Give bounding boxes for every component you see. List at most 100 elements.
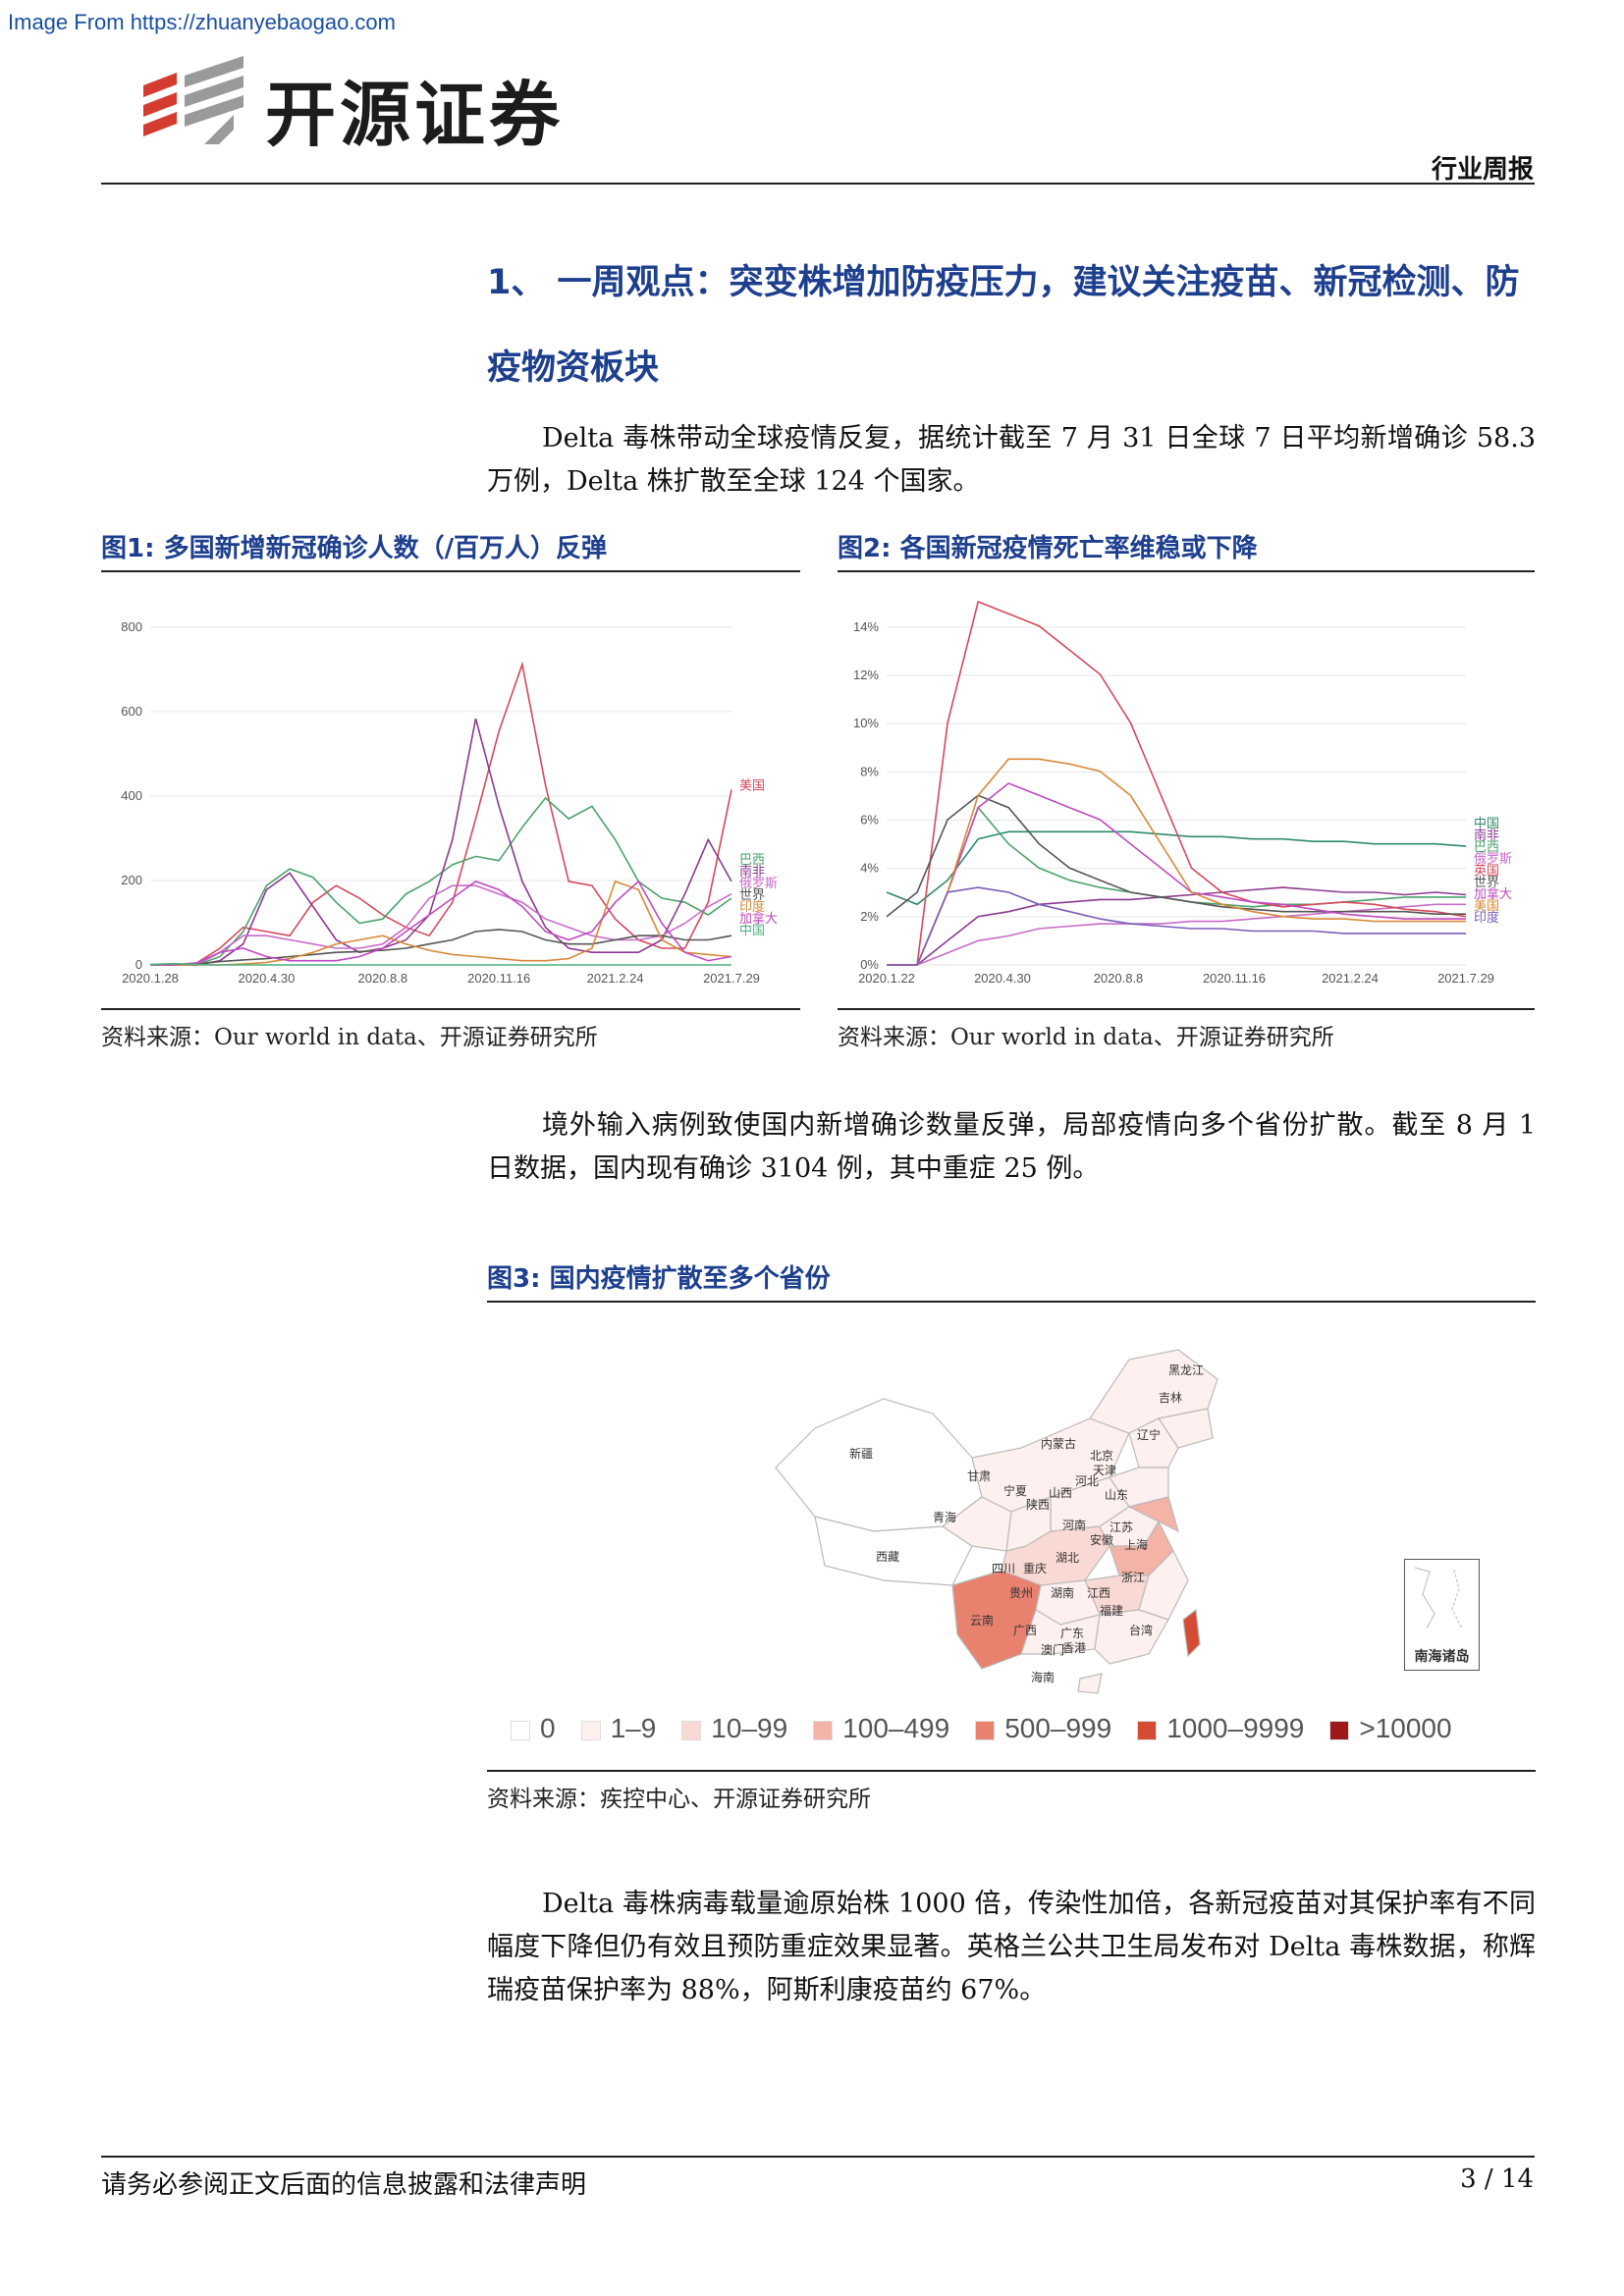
series-line-4 [887, 600, 1467, 966]
y-tick-label: 2% [860, 909, 879, 924]
svg-text:甘肃: 甘肃 [967, 1469, 991, 1483]
x-tick-label: 2020.8.8 [357, 971, 407, 986]
series-label: 巴西 [1474, 840, 1499, 855]
y-tick-label: 800 [121, 619, 142, 634]
figure-2-title: 各国新冠疫情死亡率维稳或下降 [899, 534, 1258, 563]
header-tag: 行业周报 [1431, 155, 1534, 185]
svg-text:台湾: 台湾 [1129, 1623, 1153, 1637]
source-url[interactable]: Image From https://zhuanyebaogao.com [8, 10, 396, 34]
legend-label: >10000 [1359, 1713, 1452, 1743]
figure-3-source-wrap: 资料来源：疾控中心、开源证券研究所 [487, 1770, 1536, 1813]
figure-3-label: 图3: [487, 1264, 541, 1294]
svg-text:安徽: 安徽 [1090, 1532, 1113, 1547]
header-divider [101, 183, 1535, 185]
figure-2-header: 图2: 各国新冠疫情死亡率维稳或下降 [838, 528, 1535, 572]
series-line-0 [150, 661, 732, 966]
svg-text:香港: 香港 [1062, 1641, 1086, 1655]
legend-label: 1–9 [610, 1713, 657, 1743]
paragraph-2: 境外输入病例致使国内新增确诊数量反弹，局部疫情向多个省份扩散。截至 8 月 1 … [487, 1110, 1536, 1184]
figure-3-source: 资料来源：疾控中心、开源证券研究所 [487, 1770, 1536, 1813]
svg-text:湖北: 湖北 [1056, 1550, 1079, 1565]
svg-text:重庆: 重庆 [1023, 1562, 1047, 1575]
series-label: 美国 [1474, 899, 1499, 914]
legend-item: >10000 [1329, 1713, 1452, 1744]
figure-2: 图2: 各国新冠疫情死亡率维稳或下降 0% 2% 4% 6% 8% 10% 12% 14% 20… [838, 528, 1535, 1051]
figure-1-header: 图1: 多国新增新冠确诊人数（/百万人）反弹 [101, 528, 800, 572]
legend-label: 0 [540, 1713, 556, 1743]
y-tick-label: 200 [121, 873, 142, 887]
x-tick-label: 2020.1.28 [122, 971, 179, 986]
svg-text:吉林: 吉林 [1159, 1391, 1182, 1405]
svg-text:新疆: 新疆 [849, 1446, 873, 1461]
y-tick-label: 10% [853, 716, 879, 730]
paragraph-1: Delta 毒株带动全球疫情反复，据统计截至 7 月 31 日全球 7 日平均新… [487, 423, 1536, 497]
figure-3-title: 国内疫情扩散至多个省份 [549, 1264, 831, 1294]
svg-text:天津: 天津 [1093, 1464, 1116, 1477]
svg-text:河南: 河南 [1062, 1518, 1086, 1532]
legend-swatch [580, 1720, 601, 1740]
figure-3-header: 图3: 国内疫情扩散至多个省份 [487, 1258, 1536, 1303]
svg-text:浙江: 浙江 [1121, 1571, 1145, 1584]
series-label: 英国 [1474, 864, 1499, 879]
series-label: 印度 [1474, 910, 1499, 926]
svg-text:内蒙古: 内蒙古 [1041, 1436, 1076, 1451]
x-tick-label: 2020.4.30 [974, 971, 1031, 986]
svg-text:山西: 山西 [1049, 1486, 1072, 1500]
legend-item: 0 [511, 1713, 556, 1744]
svg-text:广东: 广东 [1060, 1627, 1084, 1640]
legend-swatch [681, 1720, 702, 1740]
series-line-2 [150, 718, 732, 966]
series-line-0 [886, 830, 1467, 906]
svg-text:上海: 上海 [1124, 1537, 1148, 1552]
legend-swatch [1137, 1720, 1158, 1740]
map-legend: 0 1–9 10–99 100–499 500–999 1000–9999 >10000 [511, 1713, 1522, 1744]
legend-swatch [511, 1720, 530, 1740]
y-tick-label: 0% [860, 957, 879, 972]
svg-text:四川: 四川 [992, 1562, 1015, 1575]
south-china-sea-inset: 南海诸岛 [1404, 1559, 1480, 1671]
legend-label: 100–499 [842, 1713, 950, 1743]
brand-name: 开源证券 [265, 74, 565, 156]
series-label: 世界 [1474, 876, 1499, 890]
legend-swatch [813, 1720, 834, 1740]
figure-2-label: 图2: [838, 534, 892, 563]
series-line-6 [887, 782, 1466, 966]
series-label: 中国 [739, 924, 765, 938]
svg-text:西藏: 西藏 [876, 1550, 899, 1564]
svg-text:广西: 广西 [1013, 1624, 1037, 1637]
series-label: 南非 [1474, 828, 1499, 843]
svg-text:云南: 云南 [970, 1613, 994, 1628]
y-tick-label: 0 [135, 957, 142, 972]
legend-swatch [975, 1720, 996, 1740]
legend-item: 1000–9999 [1137, 1713, 1304, 1744]
y-tick-label: 12% [853, 667, 879, 682]
series-label: 南非 [739, 864, 765, 880]
y-tick-label: 400 [121, 788, 142, 803]
footer-disclaimer: 请务必参阅正文后面的信息披露和法律声明 [101, 2170, 587, 2200]
figure-1: 图1: 多国新增新冠确诊人数（/百万人）反弹 0 200 400 600 800 2020… [101, 528, 800, 1051]
legend-label: 500–999 [1004, 1713, 1112, 1743]
series-label: 美国 [739, 778, 765, 793]
svg-text:北京: 北京 [1090, 1449, 1113, 1463]
series-line-5 [150, 880, 732, 966]
x-tick-label: 2021.7.29 [1437, 971, 1494, 986]
x-tick-label: 2020.11.16 [467, 971, 530, 986]
legend-item: 10–99 [681, 1713, 787, 1744]
y-tick-label: 4% [860, 861, 879, 876]
svg-text:宁夏: 宁夏 [1003, 1483, 1027, 1498]
svg-text:贵州: 贵州 [1009, 1586, 1033, 1600]
x-tick-label: 2021.2.24 [1322, 971, 1379, 986]
svg-text:青海: 青海 [933, 1510, 956, 1524]
legend-swatch [1329, 1720, 1350, 1740]
series-line-3 [887, 903, 1466, 966]
series-line-5 [886, 794, 1466, 918]
series-line-4 [150, 929, 732, 966]
legend-item: 100–499 [813, 1713, 949, 1744]
series-line-1 [887, 886, 1467, 966]
svg-text:澳门: 澳门 [1041, 1642, 1064, 1657]
figure-1-source: 资料来源：Our world in data、开源证券研究所 [101, 1008, 800, 1051]
series-label: 俄罗斯 [739, 877, 778, 891]
series-line-6 [150, 880, 732, 966]
chart-1: 0 200 400 600 800 2020.1.28 2020.4.30 2020.8.8 2… [101, 572, 800, 1004]
svg-text:湖南: 湖南 [1051, 1585, 1074, 1600]
